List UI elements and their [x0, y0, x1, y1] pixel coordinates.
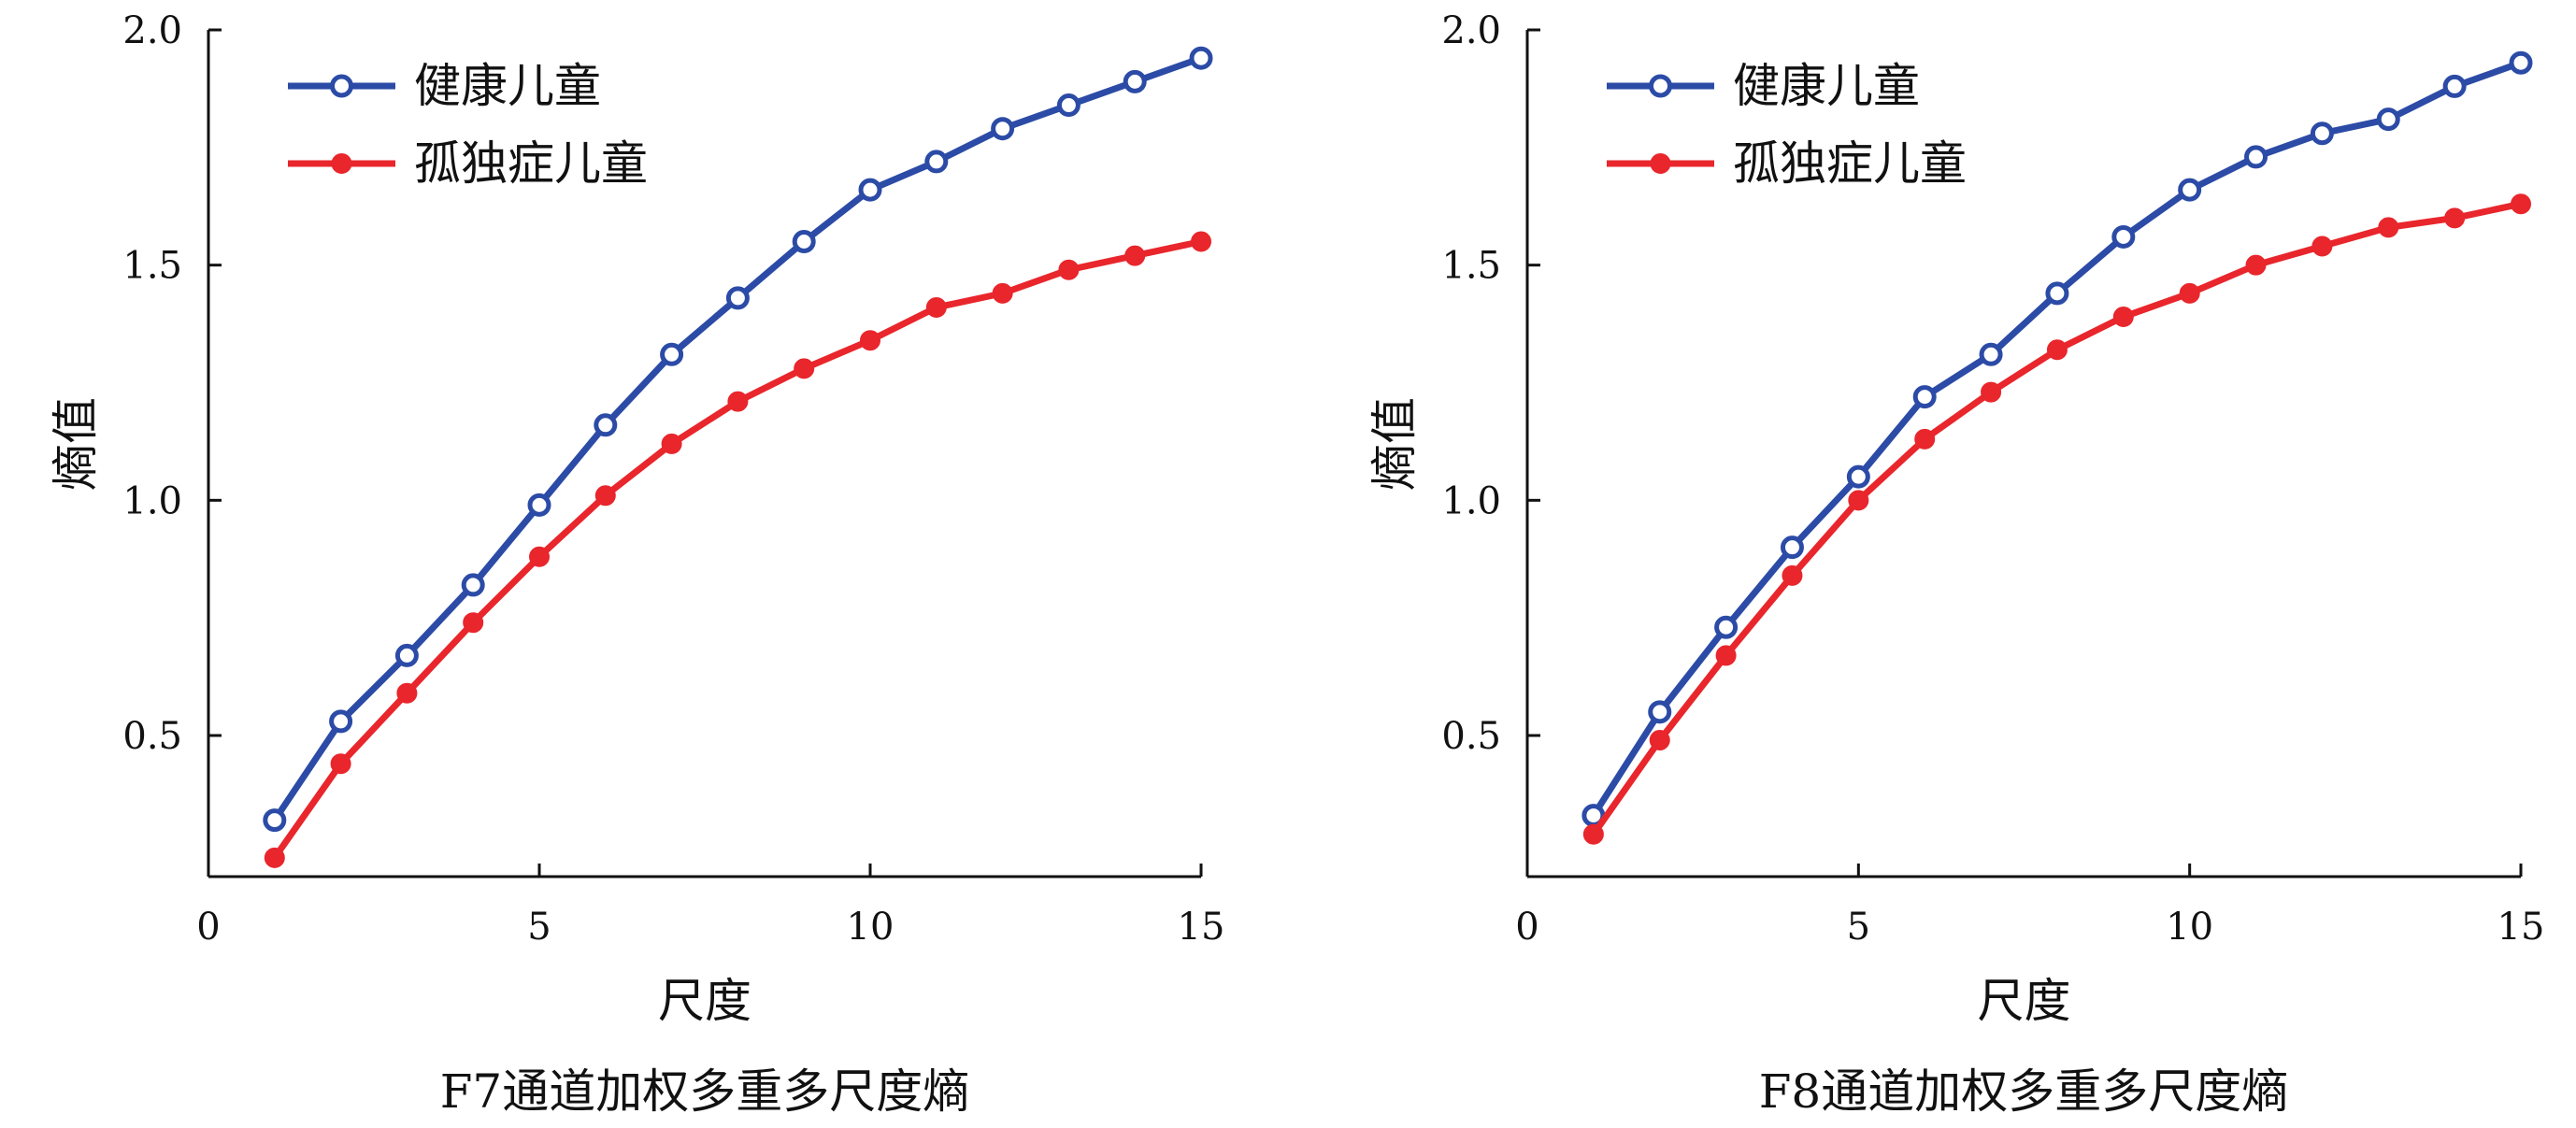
data-point — [2178, 178, 2202, 202]
y-tick-label: 1.0 — [1441, 479, 1501, 522]
legend-label: 健康儿童 — [414, 59, 601, 113]
chart-caption: F7通道加权多重多尺度熵 — [440, 1064, 970, 1119]
series-2 — [264, 231, 1211, 868]
data-point — [594, 485, 616, 507]
data-point — [461, 573, 485, 597]
legend-marker — [330, 74, 353, 98]
data-point — [529, 546, 550, 567]
data-point — [264, 847, 285, 868]
data-point — [2511, 193, 2531, 215]
series-1 — [1581, 50, 2533, 828]
x-tick-label: 0 — [196, 906, 220, 949]
y-tick-label: 1.0 — [122, 479, 182, 522]
data-point — [2111, 224, 2136, 249]
data-point — [2311, 236, 2333, 257]
data-point — [1189, 46, 1213, 70]
y-tick-label: 2.0 — [122, 9, 182, 52]
x-axis-label: 尺度 — [1978, 974, 2071, 1028]
data-point — [792, 230, 816, 253]
legend-label: 孤独症儿童 — [1733, 136, 1967, 191]
data-point — [1714, 615, 1739, 639]
data-point — [992, 282, 1013, 304]
legend-marker — [331, 153, 352, 174]
data-point — [1648, 700, 1672, 724]
data-point — [858, 178, 882, 202]
data-point — [2244, 145, 2268, 169]
series-1 — [263, 46, 1213, 833]
data-point — [463, 612, 484, 634]
data-point — [2442, 74, 2467, 98]
data-point — [396, 682, 418, 704]
data-point — [2376, 107, 2400, 132]
chart-panel-1: 0.5 1.0 1.5 2.0 0 5 10 15 尺度 熵值 F7通道加权多重多尺度熵 健康儿童孤独… — [49, 9, 1224, 1119]
data-point — [925, 296, 947, 318]
data-point — [1056, 93, 1080, 118]
data-point — [1848, 490, 1869, 511]
data-point — [660, 342, 684, 366]
x-tick-label: 5 — [1847, 906, 1870, 949]
data-point — [661, 433, 682, 454]
data-point — [794, 358, 815, 379]
x-axis-label: 尺度 — [658, 974, 751, 1028]
data-point — [1582, 823, 1604, 845]
data-point — [594, 413, 618, 437]
data-point — [1123, 69, 1147, 93]
data-point — [329, 709, 353, 734]
data-point — [2112, 307, 2134, 328]
x-tick-label: 10 — [847, 906, 894, 949]
x-tick-label: 15 — [2497, 906, 2545, 949]
x-tick-label: 10 — [2166, 906, 2213, 949]
x-tick-label: 0 — [1515, 906, 1538, 949]
legend-label: 健康儿童 — [1733, 59, 1920, 113]
data-point — [1914, 428, 1936, 450]
legend-marker — [1649, 74, 1672, 98]
data-point — [1715, 645, 1737, 666]
legend-label: 孤独症儿童 — [414, 136, 648, 191]
data-point — [2444, 207, 2466, 229]
y-tick-label: 1.5 — [122, 245, 182, 288]
data-point — [1191, 231, 1211, 252]
series-line — [271, 238, 1202, 860]
data-point — [2378, 217, 2399, 238]
y-tick-label: 2.0 — [1441, 9, 1501, 52]
data-point — [991, 117, 1015, 141]
chart-panel-2: 0.5 1.0 1.5 2.0 0 5 10 15 尺度 熵值 F8通道加权多重多尺度熵 健康儿童孤独… — [1367, 9, 2544, 1119]
legend-marker — [1650, 153, 1671, 174]
data-point — [2045, 281, 2069, 306]
data-point — [1979, 342, 2003, 366]
data-point — [2179, 282, 2200, 304]
data-point — [727, 391, 749, 412]
data-point — [394, 643, 419, 667]
data-point — [860, 330, 880, 351]
data-point — [1649, 730, 1670, 751]
series-2 — [1582, 193, 2531, 845]
data-point — [1846, 464, 1870, 489]
y-axis-label: 熵值 — [1367, 397, 1422, 491]
data-point — [330, 753, 351, 775]
data-point — [924, 150, 949, 174]
y-axis-label: 熵值 — [49, 397, 103, 491]
data-point — [725, 286, 750, 310]
chart-caption: F8通道加权多重多尺度熵 — [1759, 1064, 2289, 1119]
data-point — [2046, 339, 2068, 361]
data-point — [2245, 254, 2267, 276]
data-point — [1981, 381, 2002, 403]
data-point — [2310, 121, 2334, 146]
y-tick-label: 1.5 — [1441, 245, 1501, 288]
data-point — [1124, 245, 1146, 266]
data-point — [2509, 50, 2533, 75]
y-tick-label: 0.5 — [122, 715, 182, 758]
data-point — [1782, 564, 1803, 586]
data-point — [1780, 535, 1804, 560]
data-point — [263, 808, 287, 833]
x-tick-label: 5 — [527, 906, 551, 949]
x-tick-label: 15 — [1178, 906, 1225, 949]
data-point — [1058, 259, 1080, 280]
data-point — [1912, 385, 1937, 409]
data-point — [527, 493, 551, 517]
y-tick-label: 0.5 — [1441, 715, 1501, 758]
